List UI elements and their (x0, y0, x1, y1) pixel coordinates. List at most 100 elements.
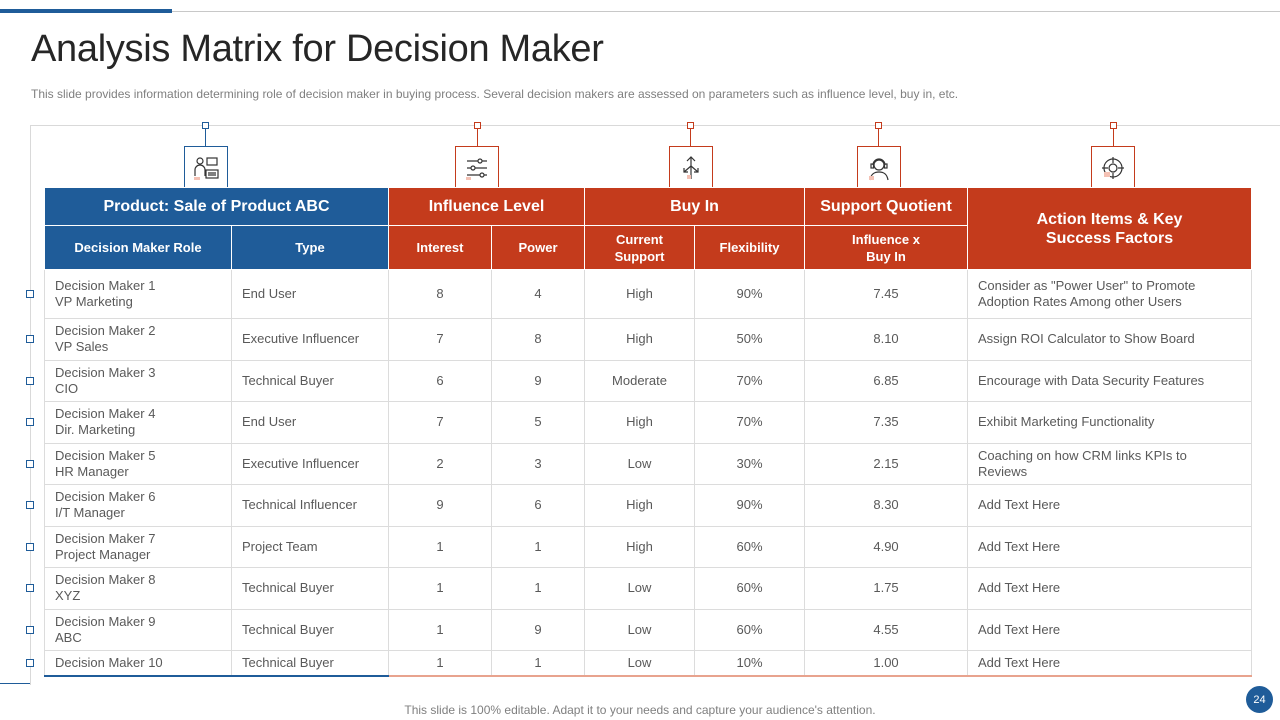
cell-quotient: 8.10 (804, 318, 969, 361)
cell-action: Encourage with Data Security Features (967, 360, 1253, 402)
cell-flexibility: 60% (694, 567, 806, 610)
page-number-badge: 24 (1246, 686, 1273, 713)
row-marker-square (26, 377, 34, 385)
cell-type: Technical Buyer (231, 609, 389, 651)
decision-maker-title: Dir. Marketing (55, 422, 136, 438)
cell-type: End User (231, 269, 389, 319)
row-marker-square (26, 659, 34, 667)
cell-action: Add Text Here (967, 484, 1253, 527)
cell-current-support: High (584, 318, 695, 361)
power-header: Power (491, 225, 585, 270)
cell-type: Project Team (231, 526, 389, 568)
cell-role: Decision Maker 3 CIO (44, 360, 232, 402)
cell-interest: 7 (388, 401, 492, 444)
cell-type: Executive Influencer (231, 318, 389, 361)
support-quotient-header: Support Quotient (804, 187, 969, 226)
influence-level-header: Influence Level (388, 187, 585, 226)
cell-type: Technical Influencer (231, 484, 389, 527)
table-row: Decision Maker 5 HR Manager Executive Infl… (44, 443, 1253, 485)
cell-power: 4 (491, 269, 585, 319)
row-marker-square (26, 501, 34, 509)
icon-connector-stem (477, 128, 478, 148)
cell-flexibility: 90% (694, 484, 806, 527)
footer-note: This slide is 100% editable. Adapt it to… (404, 703, 876, 717)
cell-type: End User (231, 401, 389, 444)
cell-power: 5 (491, 401, 585, 444)
decision-maker-name: Decision Maker 1 (55, 278, 156, 293)
decision-maker-name: Decision Maker 7 (55, 530, 156, 546)
cell-role: Decision Maker 8 XYZ (44, 567, 232, 610)
row-marker-square (26, 460, 34, 468)
cell-interest: 7 (388, 318, 492, 361)
decision-maker-title: VP Marketing (55, 294, 133, 309)
cell-action: Coaching on how CRM links KPIs to Review… (967, 443, 1253, 485)
decision-maker-title: CIO (55, 380, 79, 396)
cell-quotient: 1.75 (804, 567, 969, 610)
frame-bottom-accent (0, 683, 30, 684)
decision-maker-title: I/T Manager (55, 505, 125, 521)
cell-action: Consider as "Power User" to Promote Adop… (967, 269, 1253, 319)
frame-left-line (30, 125, 31, 685)
cell-interest: 8 (388, 269, 492, 319)
cell-flexibility: 70% (694, 401, 806, 444)
cell-power: 3 (491, 443, 585, 485)
decision-maker-name: Decision Maker 8 (55, 572, 156, 588)
cell-role: Decision Maker 10 (44, 650, 232, 677)
type-header: Type (231, 225, 389, 270)
frame-top-line (30, 125, 1280, 126)
cell-interest: 1 (388, 567, 492, 610)
interest-header: Interest (388, 225, 492, 270)
action-items-header: Action Items & Key Success Factors (967, 187, 1253, 270)
slide-title: Analysis Matrix for Decision Maker (31, 28, 604, 70)
cell-flexibility: 30% (694, 443, 806, 485)
cell-type: Technical Buyer (231, 567, 389, 610)
target-puzzle-icon (1091, 146, 1135, 190)
cell-quotient: 4.55 (804, 609, 969, 651)
matrix-body: Decision Maker 1 VP Marketing End User 8 4 Hi… (44, 269, 1253, 677)
cell-flexibility: 60% (694, 526, 806, 568)
icon-connector-stem (690, 128, 691, 148)
support-agent-icon (857, 146, 901, 190)
icon-connector-stem (1113, 128, 1114, 148)
cell-action: Assign ROI Calculator to Show Board (967, 318, 1253, 361)
cell-action: Add Text Here (967, 567, 1253, 610)
decision-maker-name: Decision Maker 6 (55, 489, 156, 505)
cell-type: Technical Buyer (231, 650, 389, 677)
cell-interest: 6 (388, 360, 492, 402)
cell-flexibility: 10% (694, 650, 806, 677)
decision-maker-title: ABC (55, 629, 82, 645)
icon-connector-stem (205, 128, 206, 148)
cell-quotient: 6.85 (804, 360, 969, 402)
row-marker-square (26, 543, 34, 551)
cell-power: 1 (491, 567, 585, 610)
table-row: Decision Maker 7 Project Manager Project T… (44, 526, 1253, 568)
cell-action: Exhibit Marketing Functionality (967, 401, 1253, 444)
decision-maker-title: VP Sales (55, 339, 109, 355)
cell-current-support: High (584, 526, 695, 568)
decision-maker-name: Decision Maker 2 (55, 323, 156, 339)
cell-type: Executive Influencer (231, 443, 389, 485)
decision-maker-name: Decision Maker 10 (55, 654, 163, 670)
cell-current-support: High (584, 269, 695, 319)
cell-action: Add Text Here (967, 609, 1253, 651)
decision-maker-role-header: Decision Maker Role (44, 225, 232, 270)
decision-maker-name: Decision Maker 5 (55, 447, 156, 463)
cell-flexibility: 90% (694, 269, 806, 319)
table-row: Decision Maker 9 ABC Technical Buyer 1 9 Low 6… (44, 609, 1253, 651)
cell-role: Decision Maker 2 VP Sales (44, 318, 232, 361)
top-accent-bar (0, 9, 172, 13)
cell-quotient: 7.45 (804, 269, 969, 319)
slide-subtitle: This slide provides information determin… (31, 87, 959, 101)
decision-maker-title: HR Manager (55, 463, 129, 479)
cell-quotient: 7.35 (804, 401, 969, 444)
sliders-icon (455, 146, 499, 190)
table-row: Decision Maker 6 I/T Manager Technical Inf… (44, 484, 1253, 527)
cell-power: 1 (491, 526, 585, 568)
product-group-header: Product: Sale of Product ABC (44, 187, 389, 226)
cell-power: 1 (491, 650, 585, 677)
cell-current-support: Low (584, 650, 695, 677)
icon-connector-stem (878, 128, 879, 148)
cell-quotient: 4.90 (804, 526, 969, 568)
current-support-header: Current Support (584, 225, 695, 270)
cell-interest: 9 (388, 484, 492, 527)
